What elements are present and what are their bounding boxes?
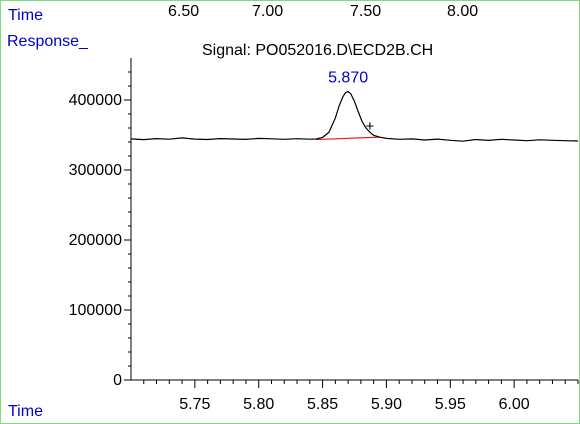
y-tick-label: 300000 xyxy=(69,162,122,179)
y-tick-label: 200000 xyxy=(69,232,122,249)
peak-label: 5.870 xyxy=(328,70,368,87)
signal-trace xyxy=(130,90,579,142)
top-tick-label: 8.00 xyxy=(447,3,478,20)
x-tick-label: 5.85 xyxy=(307,396,338,413)
plot-area: 0 100000 200000 300000 400000 5.75 5.80 5.85 5.9… xyxy=(69,58,579,413)
x-tick-label: 5.80 xyxy=(243,396,274,413)
x-tick-label: 5.90 xyxy=(371,396,402,413)
x-tick-label: 5.95 xyxy=(435,396,466,413)
top-tick-label: 7.50 xyxy=(350,3,381,20)
top-time-label: Time xyxy=(8,7,43,24)
y-tick-label: 100000 xyxy=(69,302,122,319)
response-label: Response_ xyxy=(7,33,89,50)
top-tick-label: 7.00 xyxy=(252,3,283,20)
signal-title: Signal: PO052016.D\ECD2B.CH xyxy=(202,42,433,59)
bottom-time-label: Time xyxy=(8,403,43,420)
peak-end-marker: + xyxy=(365,118,374,135)
x-tick-label: 5.75 xyxy=(179,396,210,413)
y-tick-label: 0 xyxy=(113,372,122,389)
top-tick-label: 6.50 xyxy=(168,3,199,20)
x-tick-label: 6.00 xyxy=(499,396,530,413)
top-time-axis: 6.50 7.00 7.50 8.00 xyxy=(168,3,478,20)
y-tick-label: 400000 xyxy=(69,92,122,109)
integration-baseline xyxy=(316,136,381,141)
